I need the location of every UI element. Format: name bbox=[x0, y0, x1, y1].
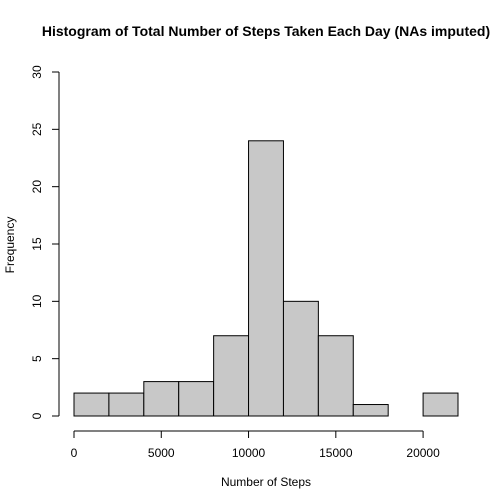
x-tick-label: 5000 bbox=[148, 446, 175, 460]
x-tick-label: 20000 bbox=[406, 446, 440, 460]
y-tick-label: 10 bbox=[30, 294, 44, 308]
histogram-bar bbox=[73, 392, 110, 417]
x-axis-label: Number of Steps bbox=[221, 475, 311, 489]
x-tick-label: 0 bbox=[71, 446, 78, 460]
x-axis: 0 5000 10000 15000 20000 bbox=[71, 430, 440, 460]
histogram-bar bbox=[178, 381, 215, 417]
y-tick-label: 15 bbox=[30, 237, 44, 251]
histogram-bar bbox=[422, 392, 459, 417]
chart-title: Histogram of Total Number of Steps Taken… bbox=[42, 23, 490, 39]
histogram-bar bbox=[213, 335, 250, 417]
histogram-bar bbox=[282, 300, 319, 417]
y-axis-label: Frequency bbox=[3, 217, 17, 274]
y-tick-label: 30 bbox=[30, 65, 44, 79]
y-tick-label: 0 bbox=[30, 412, 44, 419]
histogram-bar bbox=[108, 392, 145, 417]
bars-group bbox=[73, 140, 459, 417]
x-tick-label: 10000 bbox=[232, 446, 266, 460]
y-axis: 0 5 10 15 20 25 30 bbox=[30, 65, 60, 419]
histogram-bar bbox=[317, 335, 354, 417]
y-tick-label: 20 bbox=[30, 180, 44, 194]
y-tick-label: 5 bbox=[30, 355, 44, 362]
histogram-bar bbox=[248, 140, 284, 417]
histogram-bar bbox=[352, 404, 389, 417]
y-tick-label: 25 bbox=[30, 122, 44, 136]
histogram-bar bbox=[143, 381, 180, 417]
x-tick-label: 15000 bbox=[319, 446, 353, 460]
